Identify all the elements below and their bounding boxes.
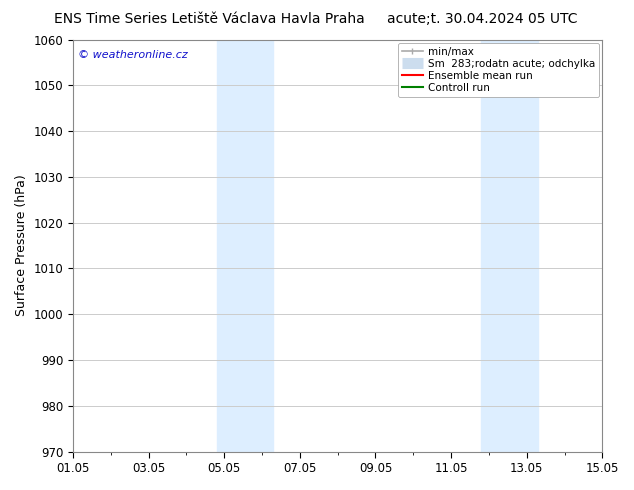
Text: © weatheronline.cz: © weatheronline.cz (79, 50, 188, 60)
Text: ENS Time Series Letiště Václava Havla Praha: ENS Time Series Letiště Václava Havla Pr… (54, 12, 365, 26)
Bar (217, 40, 273, 452)
Bar (481, 40, 538, 452)
Text: acute;t. 30.04.2024 05 UTC: acute;t. 30.04.2024 05 UTC (387, 12, 577, 26)
Legend: min/max, Sm  283;rodatn acute; odchylka, Ensemble mean run, Controll run: min/max, Sm 283;rodatn acute; odchylka, … (398, 43, 599, 98)
Y-axis label: Surface Pressure (hPa): Surface Pressure (hPa) (15, 175, 28, 317)
